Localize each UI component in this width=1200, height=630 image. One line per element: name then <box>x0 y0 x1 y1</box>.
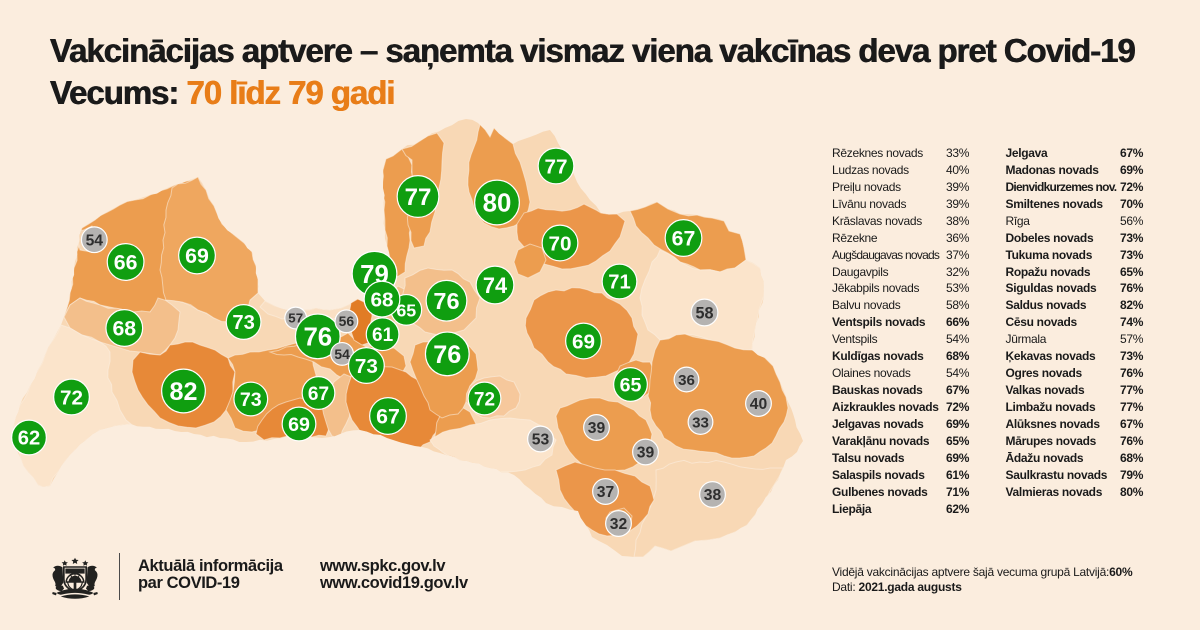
svg-text:74: 74 <box>483 273 507 298</box>
svg-text:80: 80 <box>483 190 512 218</box>
svg-text:61: 61 <box>372 325 394 346</box>
svg-text:70: 70 <box>548 232 571 255</box>
svg-text:32: 32 <box>610 516 628 533</box>
svg-text:76: 76 <box>303 324 332 352</box>
svg-text:68: 68 <box>112 317 136 341</box>
svg-text:69: 69 <box>185 244 209 268</box>
svg-text:65: 65 <box>396 300 416 320</box>
svg-text:69: 69 <box>572 330 595 353</box>
svg-text:76: 76 <box>433 341 461 369</box>
svg-text:62: 62 <box>18 428 40 450</box>
svg-text:39: 39 <box>588 420 606 437</box>
svg-text:76: 76 <box>433 288 459 314</box>
svg-text:36: 36 <box>678 372 695 389</box>
svg-text:66: 66 <box>114 251 138 275</box>
svg-text:39: 39 <box>637 445 655 462</box>
svg-text:73: 73 <box>355 355 378 378</box>
svg-text:73: 73 <box>240 389 262 411</box>
svg-text:77: 77 <box>544 155 567 178</box>
svg-text:69: 69 <box>288 414 310 436</box>
svg-text:77: 77 <box>405 184 432 211</box>
svg-text:67: 67 <box>672 227 696 251</box>
svg-text:72: 72 <box>60 386 83 409</box>
svg-text:73: 73 <box>232 312 254 334</box>
svg-text:65: 65 <box>620 375 642 397</box>
svg-text:71: 71 <box>608 272 630 294</box>
svg-text:53: 53 <box>532 432 550 449</box>
svg-text:58: 58 <box>695 304 713 322</box>
svg-text:37: 37 <box>597 484 615 501</box>
svg-text:67: 67 <box>376 405 400 429</box>
svg-text:67: 67 <box>308 384 329 405</box>
svg-text:57: 57 <box>288 311 303 326</box>
svg-text:68: 68 <box>370 289 393 312</box>
svg-text:72: 72 <box>474 389 495 410</box>
svg-text:38: 38 <box>704 487 722 504</box>
svg-text:56: 56 <box>339 313 355 329</box>
svg-text:82: 82 <box>169 378 197 406</box>
svg-text:40: 40 <box>750 396 768 413</box>
svg-text:54: 54 <box>86 232 104 249</box>
svg-text:33: 33 <box>692 414 709 431</box>
svg-text:54: 54 <box>334 346 350 362</box>
